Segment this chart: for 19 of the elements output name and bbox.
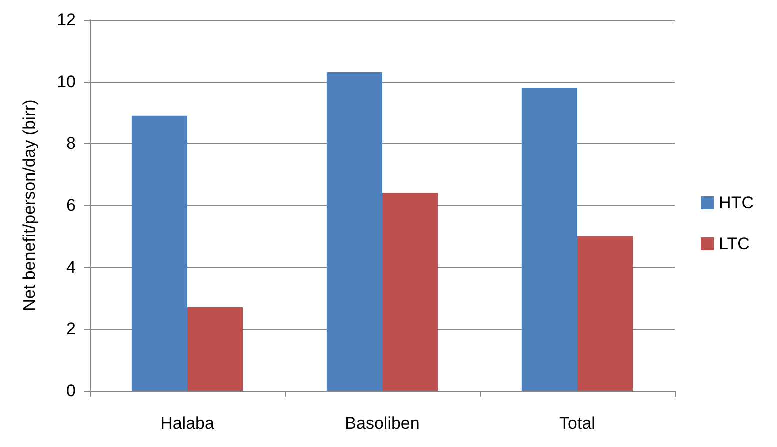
bar bbox=[326, 72, 382, 391]
x-tick-label: Basoliben bbox=[345, 414, 420, 433]
y-tick-label: 2 bbox=[66, 320, 76, 339]
y-axis-title: Net benefit/person/day (birr) bbox=[20, 100, 39, 312]
y-tick-label: 4 bbox=[66, 258, 76, 277]
legend-label: LTC bbox=[719, 234, 750, 254]
bar bbox=[132, 116, 188, 391]
bar bbox=[578, 236, 634, 391]
legend-label: HTC bbox=[719, 194, 754, 212]
x-tick-label: Total bbox=[560, 414, 596, 433]
y-tick-label: 12 bbox=[57, 10, 76, 30]
y-tick-label: 8 bbox=[66, 134, 76, 154]
bar bbox=[188, 308, 244, 391]
y-tick-label: 0 bbox=[66, 382, 76, 400]
y-tick-label: 10 bbox=[57, 72, 76, 92]
y-tick-label: 6 bbox=[66, 196, 76, 215]
bar bbox=[382, 193, 438, 391]
bar bbox=[522, 88, 578, 391]
x-tick-label: Halaba bbox=[160, 414, 215, 433]
